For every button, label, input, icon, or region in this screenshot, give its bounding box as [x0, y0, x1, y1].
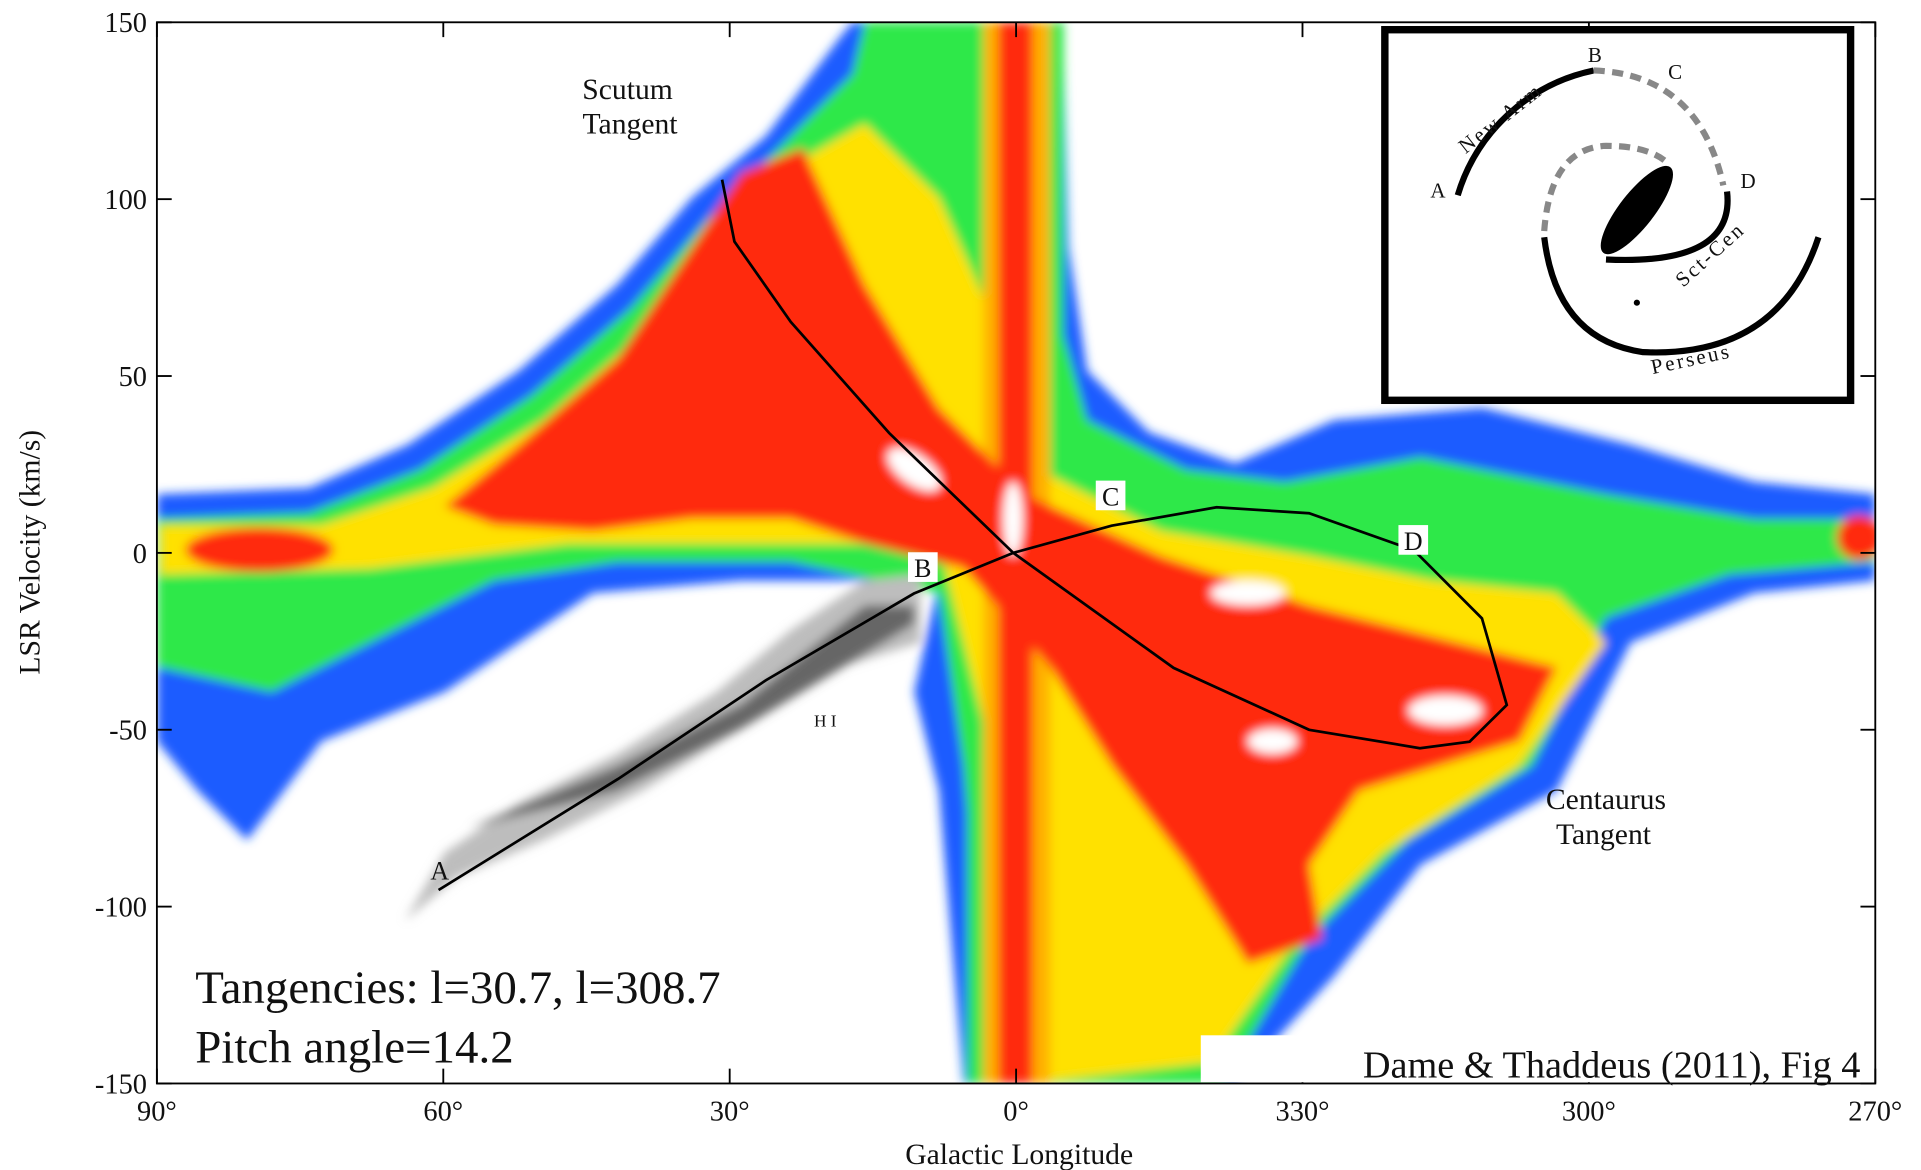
- y-tick-label: 100: [104, 185, 147, 216]
- emission-peak: [1211, 581, 1285, 606]
- emission-peak: [1248, 729, 1297, 754]
- sun: [1634, 300, 1640, 306]
- inset-point-label: D: [1740, 169, 1758, 193]
- x-tick-label: 270°: [1848, 1097, 1902, 1128]
- x-tick-label: 90°: [137, 1097, 177, 1128]
- note: Pitch angle=14.2: [195, 1021, 513, 1073]
- chart: 150100500-50-100-15090°60°30°0°330°300°2…: [0, 0, 1921, 1170]
- x-axis-label: Galactic Longitude: [905, 1139, 1133, 1170]
- y-tick-label: 50: [119, 362, 147, 393]
- annotation: Scutum: [582, 74, 673, 106]
- point-label: C: [1102, 482, 1119, 511]
- emission-peak: [1408, 696, 1482, 726]
- x-tick-label: 300°: [1562, 1097, 1616, 1128]
- y-axis-label: LSR Velocity (km/s): [15, 430, 47, 675]
- page: {"chart_data": {"type": "line", "x_label…: [0, 0, 1921, 1170]
- inset: A B C D New Arm Sct-Cen Perseus: [1385, 30, 1851, 401]
- note: Tangencies: l=30.7, l=308.7: [195, 962, 720, 1014]
- x-tick-label: 330°: [1275, 1097, 1329, 1128]
- credit: Dame & Thaddeus (2011), Fig 4: [1363, 1044, 1861, 1086]
- annotation: Tangent: [583, 108, 679, 140]
- inset-point-label: C: [1668, 60, 1684, 84]
- inset-point-label: B: [1588, 43, 1604, 67]
- x-tick-label: 60°: [423, 1097, 463, 1128]
- point-label: D: [1404, 527, 1423, 556]
- inset-point-label: A: [1430, 179, 1448, 203]
- y-tick-label: 150: [104, 8, 147, 39]
- x-tick-label: 0°: [1003, 1097, 1029, 1128]
- annotation: Centaurus: [1546, 784, 1666, 816]
- point-label: B: [914, 554, 931, 583]
- x-tick-label: 30°: [710, 1097, 750, 1128]
- y-tick-label: -100: [95, 892, 147, 923]
- point-label: A: [430, 857, 449, 886]
- emission-red: [185, 528, 333, 572]
- hi-label: H I: [814, 711, 837, 730]
- y-tick-label: -50: [109, 716, 147, 747]
- annotation: Tangent: [1556, 819, 1652, 851]
- y-tick-label: 0: [133, 539, 147, 570]
